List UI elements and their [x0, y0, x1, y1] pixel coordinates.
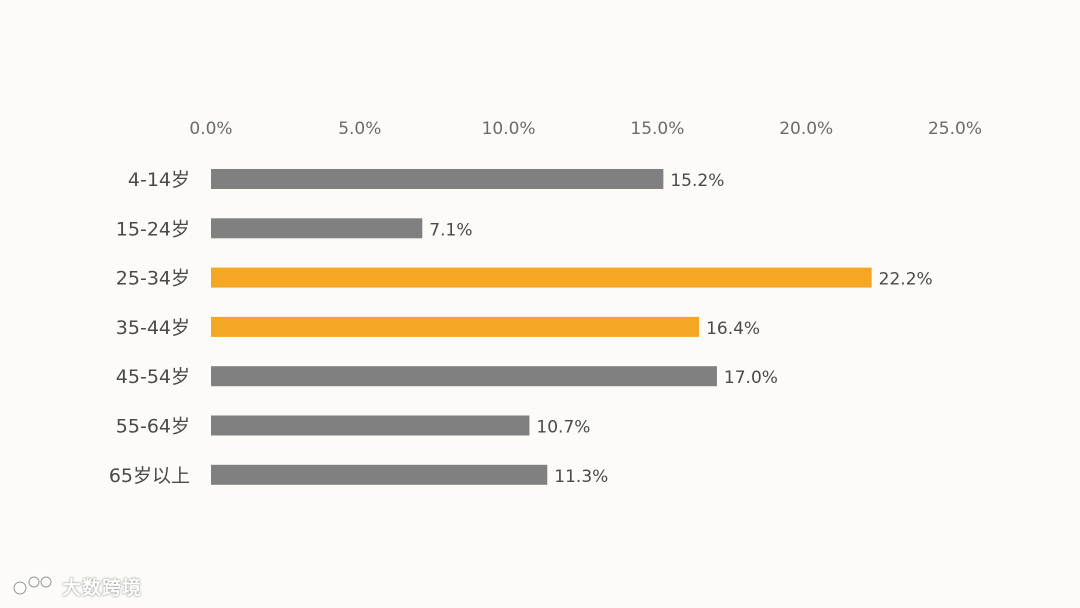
data-label: 10.7%: [536, 418, 590, 438]
data-label: 16.4%: [706, 319, 760, 339]
watermark-text: 大数跨境: [62, 576, 143, 599]
x-tick-label: 25.0%: [928, 119, 982, 139]
bar: [211, 366, 717, 387]
data-label: 11.3%: [554, 467, 608, 487]
x-tick-label: 10.0%: [482, 119, 536, 139]
x-axis-ticks: 0.0% 5.0% 10.0% 15.0% 20.0% 25.0%: [189, 119, 982, 139]
x-tick-label: 20.0%: [779, 119, 833, 139]
x-tick-label: 0.0%: [189, 119, 232, 139]
x-tick-label: 15.0%: [630, 119, 684, 139]
x-tick-label: 5.0%: [338, 119, 381, 139]
watermark: 大数跨境: [12, 570, 142, 602]
bar: [211, 464, 548, 485]
category-labels: 4-14岁 15-24岁 25-34岁 35-44岁 45-54岁 55-64岁 65岁以上: [109, 169, 190, 487]
bars: [211, 169, 872, 485]
data-label: 15.2%: [670, 171, 724, 191]
bar: [211, 415, 530, 436]
category-label: 45-54岁: [116, 366, 190, 388]
category-label: 25-34岁: [116, 268, 190, 290]
data-labels: 15.2% 7.1% 22.2% 16.4% 17.0% 10.7% 11.3%: [429, 171, 932, 487]
watermark-logo-icon: [12, 575, 53, 596]
bar: [211, 316, 700, 337]
bar: [211, 218, 423, 239]
bar: [211, 169, 664, 189]
data-label: 17.0%: [724, 368, 778, 388]
data-label: 7.1%: [429, 220, 472, 240]
bar: [211, 267, 872, 288]
data-label: 22.2%: [879, 270, 933, 290]
category-label: 35-44岁: [116, 317, 190, 339]
category-label: 65岁以上: [109, 465, 190, 487]
category-label: 55-64岁: [116, 416, 190, 438]
category-label: 15-24岁: [116, 218, 190, 240]
category-label: 4-14岁: [128, 169, 190, 191]
